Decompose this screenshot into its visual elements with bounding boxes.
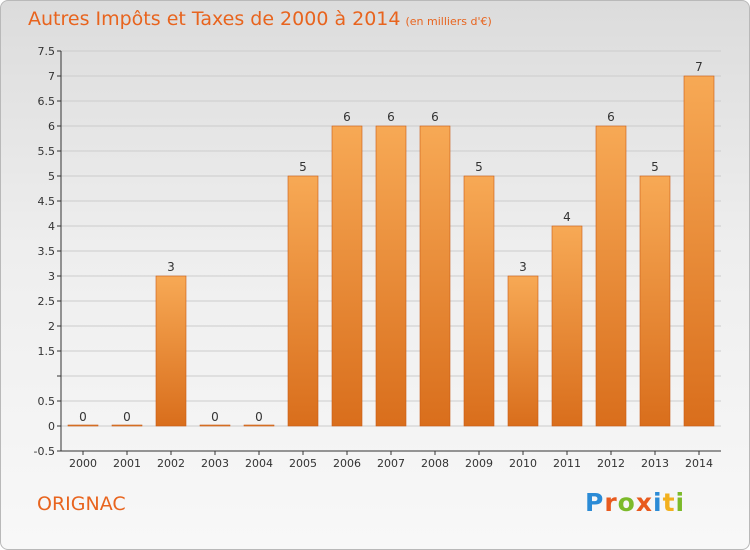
value-label: 3 [519,260,527,274]
x-tick-label: 2001 [113,457,141,470]
y-tick-label: 3.5 [38,245,56,258]
y-tick-label: 0.5 [38,395,56,408]
x-tick-label: 2009 [465,457,493,470]
value-label: 3 [167,260,175,274]
value-label: 6 [387,110,395,124]
bar [463,175,495,427]
bar [155,275,187,427]
y-tick-label: 4.5 [38,195,56,208]
proxiti-logo: Proxiti [585,488,685,517]
y-axis-ticks: -0.5 0 0.5 1.5 2 2.5 3 3.5 4 4.5 5 5.5 6 6.5 7 7.5 [34,45,61,458]
bar [331,125,363,427]
x-tick-label: 2002 [157,457,185,470]
x-tick-label: 2004 [245,457,273,470]
logo-letter: o [617,488,636,517]
y-tick-label: 4 [48,220,55,233]
logo-letter: t [662,488,676,517]
y-tick-label: 0 [48,420,55,433]
x-tick-label: 2003 [201,457,229,470]
y-tick-label: 2 [48,320,55,333]
value-label: 6 [343,110,351,124]
value-label: 0 [211,410,219,424]
value-label: 6 [431,110,439,124]
bar [595,125,627,427]
bar [111,424,143,427]
value-label: 6 [607,110,615,124]
y-tick-label: 7 [48,70,55,83]
logo-letter: i [653,488,663,517]
x-tick-label: 2012 [597,457,625,470]
value-label: 7 [695,60,703,74]
value-label: 5 [475,160,483,174]
chart-title: Autres Impôts et Taxes de 2000 à 2014 [28,8,401,30]
town-name: ORIGNAC [37,493,126,515]
value-label: 0 [123,410,131,424]
y-tick-label: 5.5 [38,145,56,158]
bar [375,125,407,427]
x-tick-label: 2005 [289,457,317,470]
x-axis-ticks: 2000 2001 2002 2003 2004 2005 2006 2007 2008 2009… [69,451,713,470]
bar [507,275,539,427]
bar [551,225,583,427]
y-tick-label: 7.5 [38,45,56,58]
bar [419,125,451,427]
y-tick-label: 6 [48,120,55,133]
value-label: 5 [299,160,307,174]
bar [683,75,715,427]
logo-letter: x [635,488,653,517]
y-tick-label: 1.5 [38,345,56,358]
logo-letter: r [604,488,618,517]
value-label: 0 [255,410,263,424]
chart-title-block: Autres Impôts et Taxes de 2000 à 2014 (en… [28,8,492,30]
bar [287,175,319,427]
x-tick-label: 2014 [685,457,713,470]
x-tick-label: 2013 [641,457,669,470]
value-label: 4 [563,210,571,224]
bar [243,424,275,427]
value-labels: 0 0 3 0 0 5 6 6 6 5 3 4 6 5 7 [79,60,703,424]
x-tick-label: 2006 [333,457,361,470]
chart-unit: (en milliers d'€) [405,15,492,28]
bar [67,424,99,427]
x-tick-label: 2010 [509,457,537,470]
y-tick-label: 3 [48,270,55,283]
y-tick-label: -0.5 [34,445,55,458]
logo-letter: P [585,488,605,517]
x-tick-label: 2011 [553,457,581,470]
x-tick-label: 2008 [421,457,449,470]
bar [639,175,671,427]
logo-letter: i [675,488,686,517]
y-tick-label: 5 [48,170,55,183]
bar [199,424,231,427]
value-label: 5 [651,160,659,174]
x-tick-label: 2007 [377,457,405,470]
y-tick-label: 6.5 [38,95,56,108]
bars [67,75,715,427]
value-label: 0 [79,410,87,424]
x-tick-label: 2000 [69,457,97,470]
y-tick-label: 2.5 [38,295,56,308]
